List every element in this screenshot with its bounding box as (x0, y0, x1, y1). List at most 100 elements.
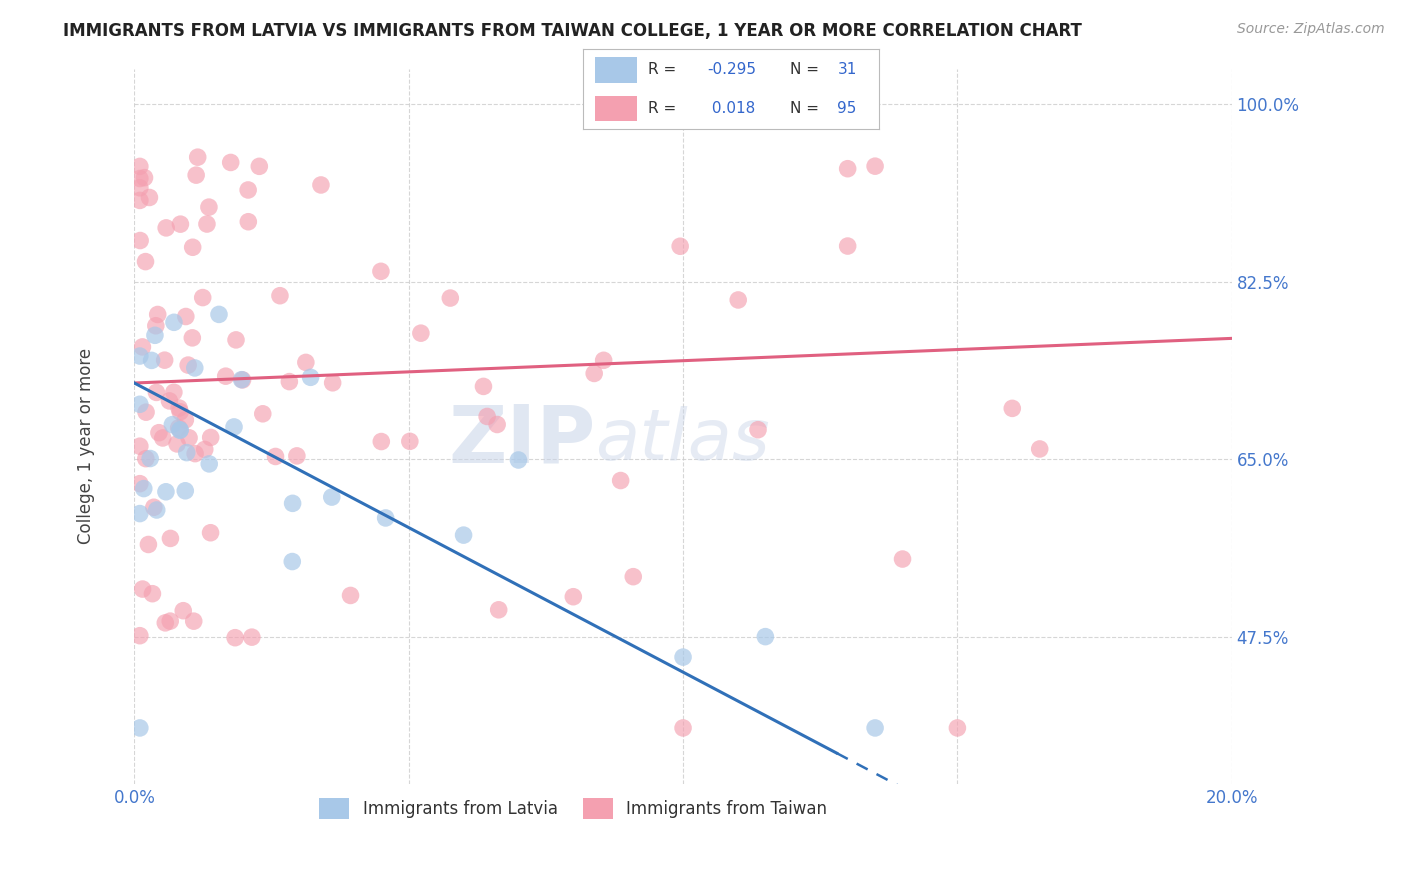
Point (508, 453, 530, 467)
Point (837, 239, 859, 253)
Point (128, 160, 150, 174)
Point (128, 629, 150, 643)
Point (174, 413, 197, 427)
Point (198, 457, 221, 471)
Point (453, 528, 475, 542)
Point (295, 355, 318, 369)
Text: College, 1 year or more: College, 1 year or more (77, 348, 96, 544)
Point (167, 421, 190, 435)
Point (128, 721, 150, 735)
Point (146, 308, 169, 322)
Point (219, 155, 242, 169)
Point (747, 423, 769, 437)
Point (141, 353, 163, 368)
Point (142, 500, 165, 515)
Text: -0.295: -0.295 (707, 62, 756, 78)
Point (727, 293, 749, 307)
Point (135, 451, 157, 466)
Point (159, 532, 181, 546)
Point (163, 385, 186, 400)
Point (1001, 401, 1024, 416)
Point (187, 150, 209, 164)
Point (946, 721, 969, 735)
Point (155, 615, 177, 630)
Point (128, 194, 150, 208)
Point (475, 409, 498, 424)
Point (236, 183, 259, 197)
Point (321, 490, 343, 504)
Point (132, 482, 155, 496)
Point (488, 603, 510, 617)
Point (837, 161, 859, 176)
Point (215, 369, 238, 384)
Point (134, 254, 156, 268)
Point (162, 417, 184, 432)
Point (398, 434, 420, 449)
Point (134, 170, 156, 185)
Point (240, 630, 263, 644)
Point (224, 631, 246, 645)
Text: 0.018: 0.018 (707, 101, 756, 116)
Point (370, 264, 392, 278)
Point (172, 604, 194, 618)
Text: R =: R = (648, 101, 682, 116)
Point (169, 423, 191, 437)
Point (222, 420, 245, 434)
Text: 31: 31 (838, 62, 856, 78)
FancyBboxPatch shape (595, 95, 637, 121)
Point (672, 650, 695, 665)
Point (186, 168, 208, 182)
Point (129, 234, 152, 248)
Point (232, 373, 254, 387)
Point (281, 496, 304, 510)
Point (128, 349, 150, 363)
Point (145, 385, 167, 400)
Point (128, 439, 150, 453)
Point (583, 367, 606, 381)
Point (184, 447, 207, 461)
Text: Source: ZipAtlas.com: Source: ZipAtlas.com (1237, 22, 1385, 37)
Point (264, 450, 287, 464)
Point (621, 569, 644, 583)
Point (409, 326, 432, 341)
Point (198, 200, 221, 214)
Point (238, 215, 260, 229)
Point (143, 328, 166, 343)
Point (863, 159, 886, 173)
Legend: Immigrants from Latvia, Immigrants from Taiwan: Immigrants from Latvia, Immigrants from … (312, 792, 834, 825)
Text: 95: 95 (838, 101, 856, 116)
Point (155, 220, 177, 235)
Point (322, 376, 344, 390)
Point (183, 614, 205, 628)
Point (128, 507, 150, 521)
Point (269, 289, 291, 303)
Point (174, 483, 197, 498)
Point (278, 375, 301, 389)
Point (145, 318, 167, 333)
Point (155, 484, 177, 499)
Point (169, 217, 191, 231)
Text: N =: N = (790, 101, 824, 116)
Point (339, 589, 361, 603)
Point (281, 555, 304, 569)
Point (247, 159, 270, 173)
Point (439, 291, 461, 305)
Point (1028, 442, 1050, 456)
Point (374, 511, 396, 525)
Point (252, 407, 274, 421)
Point (370, 434, 392, 449)
Point (592, 353, 614, 368)
Point (181, 240, 204, 254)
Point (754, 630, 776, 644)
Point (169, 405, 191, 419)
Point (167, 401, 190, 415)
Point (159, 614, 181, 628)
Point (139, 451, 162, 466)
Point (131, 340, 153, 354)
Point (128, 171, 150, 186)
Point (177, 358, 200, 372)
Point (472, 379, 495, 393)
Point (609, 474, 631, 488)
Point (128, 397, 150, 411)
Point (309, 178, 332, 192)
